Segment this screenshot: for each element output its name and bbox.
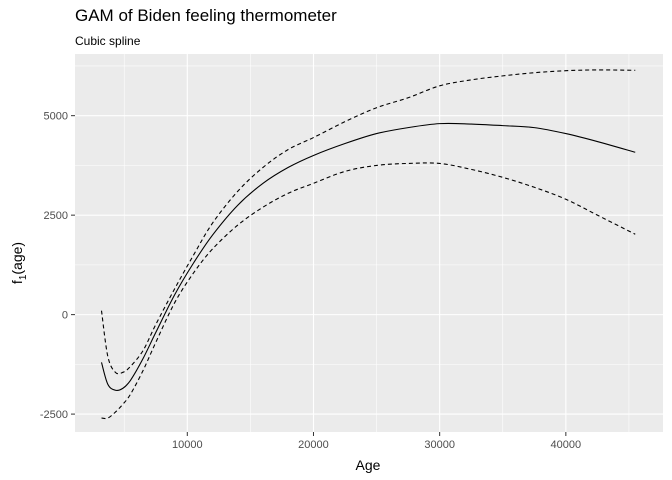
upper-confidence-line	[100, 69, 636, 375]
major-gridlines	[75, 54, 663, 432]
y-axis-title-main: f	[9, 280, 25, 284]
x-axis-ticks: 10000 20000 30000 40000	[172, 432, 581, 451]
y-axis-title-subscript: 1	[18, 274, 29, 280]
x-tick-label: 10000	[172, 439, 203, 451]
plot-panel	[75, 54, 663, 432]
x-tick-label: 40000	[551, 439, 582, 451]
y-axis-title: f1(age)	[9, 242, 29, 284]
x-axis-title: Age	[356, 457, 381, 473]
y-tick-label: 2500	[44, 210, 68, 222]
chart-title: GAM of Biden feeling thermometer	[75, 6, 337, 25]
y-axis-title-rest: (age)	[9, 242, 25, 275]
y-tick-label: -2500	[40, 409, 68, 421]
y-tick-label: 5000	[44, 111, 68, 123]
y-axis-ticks: -2500 0 2500 5000	[40, 111, 75, 421]
x-tick-label: 30000	[424, 439, 455, 451]
y-tick-label: 0	[62, 310, 68, 322]
series-layer	[100, 69, 636, 420]
x-tick-label: 20000	[298, 439, 329, 451]
lower-confidence-line	[101, 162, 636, 420]
minor-gridlines	[75, 54, 663, 432]
chart-subtitle: Cubic spline	[75, 34, 141, 48]
estimate-line	[100, 122, 636, 391]
